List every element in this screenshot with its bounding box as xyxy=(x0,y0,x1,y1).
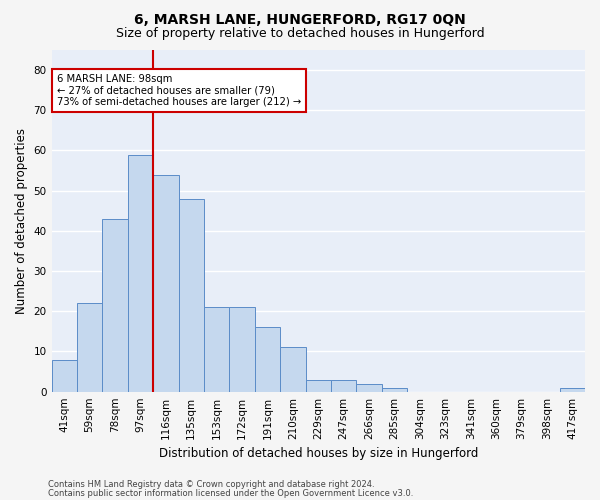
Bar xyxy=(356,384,382,392)
Bar xyxy=(229,308,255,392)
Bar xyxy=(255,328,280,392)
Text: Size of property relative to detached houses in Hungerford: Size of property relative to detached ho… xyxy=(116,28,484,40)
Bar xyxy=(128,154,153,392)
Bar xyxy=(179,198,204,392)
Text: 6, MARSH LANE, HUNGERFORD, RG17 0QN: 6, MARSH LANE, HUNGERFORD, RG17 0QN xyxy=(134,12,466,26)
Bar xyxy=(280,348,305,392)
Text: Contains public sector information licensed under the Open Government Licence v3: Contains public sector information licen… xyxy=(48,489,413,498)
Bar xyxy=(204,308,229,392)
Text: Contains HM Land Registry data © Crown copyright and database right 2024.: Contains HM Land Registry data © Crown c… xyxy=(48,480,374,489)
Y-axis label: Number of detached properties: Number of detached properties xyxy=(15,128,28,314)
Bar xyxy=(77,303,103,392)
Bar xyxy=(103,219,128,392)
Text: 6 MARSH LANE: 98sqm
← 27% of detached houses are smaller (79)
73% of semi-detach: 6 MARSH LANE: 98sqm ← 27% of detached ho… xyxy=(56,74,301,108)
Bar xyxy=(382,388,407,392)
Bar xyxy=(153,174,179,392)
X-axis label: Distribution of detached houses by size in Hungerford: Distribution of detached houses by size … xyxy=(158,447,478,460)
Bar xyxy=(560,388,585,392)
Bar xyxy=(52,360,77,392)
Bar xyxy=(305,380,331,392)
Bar xyxy=(331,380,356,392)
